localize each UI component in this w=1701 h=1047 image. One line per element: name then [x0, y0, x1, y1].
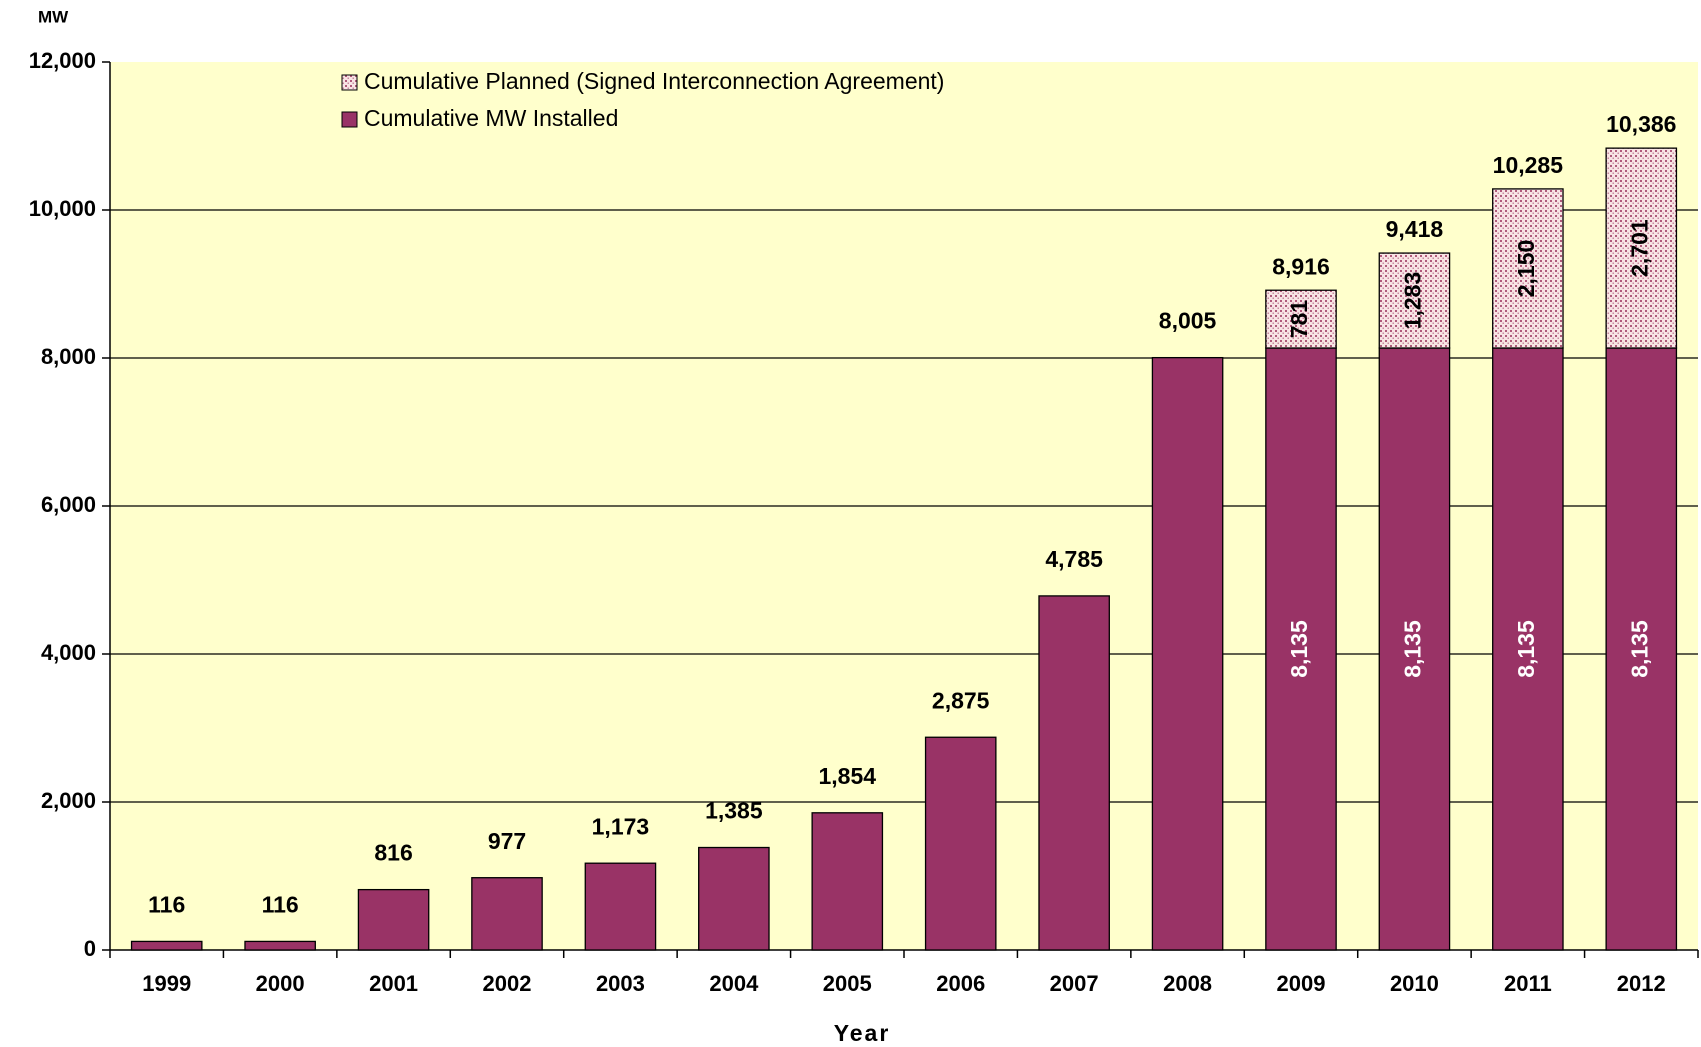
value-label: 8,135	[1400, 620, 1426, 678]
value-label: 977	[488, 828, 526, 854]
bar-segment	[811, 812, 884, 951]
value-label: 1,173	[592, 813, 650, 839]
y-tick-label: 6,000	[41, 492, 96, 517]
x-tick-label: 2002	[483, 971, 532, 996]
bar-segment	[471, 877, 543, 951]
value-label: 781	[1286, 300, 1312, 339]
bar-segment	[1265, 347, 1337, 951]
legend-swatch	[341, 111, 358, 128]
legend-label: Cumulative MW Installed	[364, 105, 618, 131]
value-label: 816	[374, 840, 412, 866]
value-label: 2,875	[932, 687, 990, 713]
x-tick-label: 2012	[1617, 971, 1666, 996]
bar-segment	[584, 862, 657, 951]
bar-segment	[698, 846, 770, 951]
total-label: 10,285	[1493, 152, 1564, 178]
value-label: 4,785	[1045, 546, 1103, 572]
value-label: 8,135	[1626, 620, 1652, 678]
y-tick-label: 12,000	[29, 48, 96, 73]
x-tick-label: 2003	[596, 971, 645, 996]
x-tick-label: 2009	[1277, 971, 1326, 996]
x-tick-label: 1999	[142, 971, 191, 996]
x-tick-label: 2007	[1050, 971, 1099, 996]
y-tick-label: 0	[84, 936, 96, 961]
bar-segment	[1492, 188, 1564, 349]
x-tick-label: 2005	[823, 971, 872, 996]
bar-segment	[130, 940, 203, 951]
value-label: 1,283	[1400, 272, 1426, 330]
x-tick-label: 2010	[1390, 971, 1439, 996]
y-axis-title: MW	[38, 7, 69, 26]
value-label: 2,150	[1513, 240, 1539, 298]
x-tick-label: 2004	[709, 971, 759, 996]
bar-segment	[1151, 356, 1224, 951]
value-label: 1,385	[705, 798, 763, 824]
x-tick-label: 2008	[1163, 971, 1212, 996]
bar-segment	[357, 888, 430, 951]
bar-segment	[244, 940, 316, 951]
value-label: 8,005	[1159, 308, 1217, 334]
value-label: 8,135	[1286, 620, 1312, 678]
bar-segment	[1605, 347, 1678, 951]
bar-segment	[1038, 595, 1110, 951]
bar-segment	[924, 736, 997, 951]
x-tick-label: 2000	[256, 971, 305, 996]
bar-segment	[1378, 252, 1451, 349]
value-label: 116	[262, 891, 299, 917]
value-label: 116	[148, 891, 185, 917]
value-label: 8,135	[1513, 620, 1539, 678]
total-label: 8,916	[1272, 253, 1330, 279]
y-tick-label: 8,000	[41, 344, 96, 369]
value-label: 1,854	[819, 763, 877, 789]
value-label: 2,701	[1626, 219, 1652, 277]
legend-swatch	[341, 74, 358, 91]
total-label: 9,418	[1386, 216, 1444, 242]
x-tick-label: 2001	[369, 971, 418, 996]
legend-label: Cumulative Planned (Signed Interconnecti…	[364, 68, 944, 94]
bar-segment	[1605, 147, 1678, 349]
bar-segment	[1492, 347, 1564, 951]
y-tick-label: 2,000	[41, 788, 96, 813]
total-label: 10,386	[1606, 111, 1676, 137]
y-tick-label: 4,000	[41, 640, 96, 665]
y-tick-label: 10,000	[29, 196, 96, 221]
x-axis-title: Year	[834, 1020, 891, 1046]
bar-segment	[1265, 289, 1337, 349]
x-tick-label: 2011	[1504, 971, 1552, 996]
bar-segment	[1378, 347, 1451, 951]
x-tick-label: 2006	[936, 971, 985, 996]
